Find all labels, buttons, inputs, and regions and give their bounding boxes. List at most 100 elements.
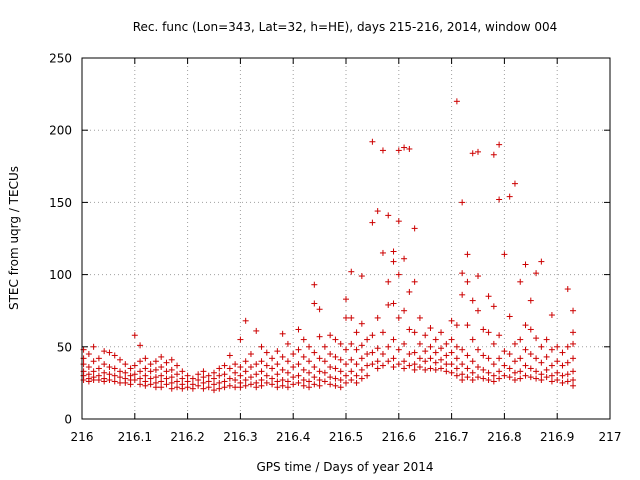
data-point [385, 278, 392, 285]
data-point [168, 385, 175, 392]
data-point [459, 199, 466, 206]
data-point [501, 372, 508, 379]
x-tick-label: 216.3 [223, 430, 257, 444]
data-point [300, 366, 307, 373]
data-point [131, 362, 138, 369]
data-point [511, 358, 518, 365]
data-point [453, 343, 460, 350]
data-point [242, 377, 249, 384]
data-point [496, 332, 503, 339]
data-point [253, 384, 260, 391]
data-point [548, 312, 555, 319]
data-point [448, 349, 455, 356]
data-point [475, 307, 481, 314]
data-point [106, 377, 113, 384]
data-point [369, 349, 376, 356]
data-point [221, 378, 228, 385]
data-point [554, 358, 561, 365]
data-point [295, 379, 302, 386]
data-point [390, 355, 397, 362]
data-point [247, 374, 254, 381]
data-point [527, 326, 534, 333]
data-point [490, 361, 497, 368]
data-point [459, 361, 466, 368]
data-point [432, 359, 439, 366]
data-point [453, 365, 460, 372]
data-point [95, 355, 102, 362]
data-point [443, 352, 450, 359]
data-point [438, 345, 445, 352]
data-point [232, 384, 239, 391]
data-point [284, 340, 291, 347]
data-point [311, 374, 318, 381]
x-tick-label: 216.2 [170, 430, 204, 444]
data-point [316, 333, 323, 340]
data-point [226, 375, 233, 382]
data-point [263, 362, 270, 369]
data-point [142, 365, 149, 372]
data-point [300, 382, 307, 389]
grid-lines [82, 58, 610, 419]
data-point [163, 359, 170, 366]
data-point [496, 141, 503, 148]
data-point [306, 343, 313, 350]
data-point [559, 372, 566, 379]
data-point [274, 361, 281, 368]
data-point [432, 336, 439, 343]
data-point [237, 336, 244, 343]
data-point [490, 303, 497, 310]
data-point [332, 353, 339, 360]
data-point [95, 377, 102, 384]
data-point [374, 208, 381, 215]
data-point [369, 219, 376, 226]
data-point [358, 355, 365, 362]
data-point [137, 375, 144, 382]
data-point [142, 382, 149, 389]
data-point [189, 375, 196, 382]
data-point [321, 369, 328, 376]
data-point [364, 336, 371, 343]
data-point [284, 384, 291, 391]
data-point [327, 381, 334, 388]
data-point [480, 352, 487, 359]
data-point [311, 364, 318, 371]
data-point [538, 371, 545, 378]
data-point [174, 362, 181, 369]
data-point [279, 366, 286, 373]
data-point [253, 361, 260, 368]
data-point [422, 332, 429, 339]
data-point [374, 345, 381, 352]
data-point [548, 362, 555, 369]
data-point [274, 348, 281, 355]
data-point [168, 366, 175, 373]
data-point [90, 343, 97, 350]
data-point [390, 364, 397, 371]
data-point [506, 313, 513, 320]
data-point [559, 362, 566, 369]
data-point [522, 322, 529, 329]
data-point [221, 362, 228, 369]
data-point [111, 352, 118, 359]
data-point [200, 374, 207, 381]
data-point [337, 384, 344, 391]
x-tick-labels: 216 216.1 216.2 216.3 216.4 216.5 216.6 216.7 21… [71, 430, 622, 444]
data-point [195, 371, 202, 378]
data-point [385, 212, 392, 219]
data-point [353, 379, 360, 386]
data-point [485, 369, 492, 376]
data-point [211, 387, 217, 394]
data-point [327, 364, 334, 371]
data-point [522, 346, 529, 353]
data-point [343, 372, 349, 379]
data-point [311, 281, 318, 288]
data-point [200, 379, 207, 386]
data-point [300, 377, 307, 384]
data-point [131, 377, 138, 384]
data-point [538, 343, 545, 350]
data-point [179, 375, 186, 382]
data-point [464, 278, 471, 285]
data-point [570, 382, 577, 389]
data-point [443, 368, 450, 375]
data-point [343, 346, 349, 353]
